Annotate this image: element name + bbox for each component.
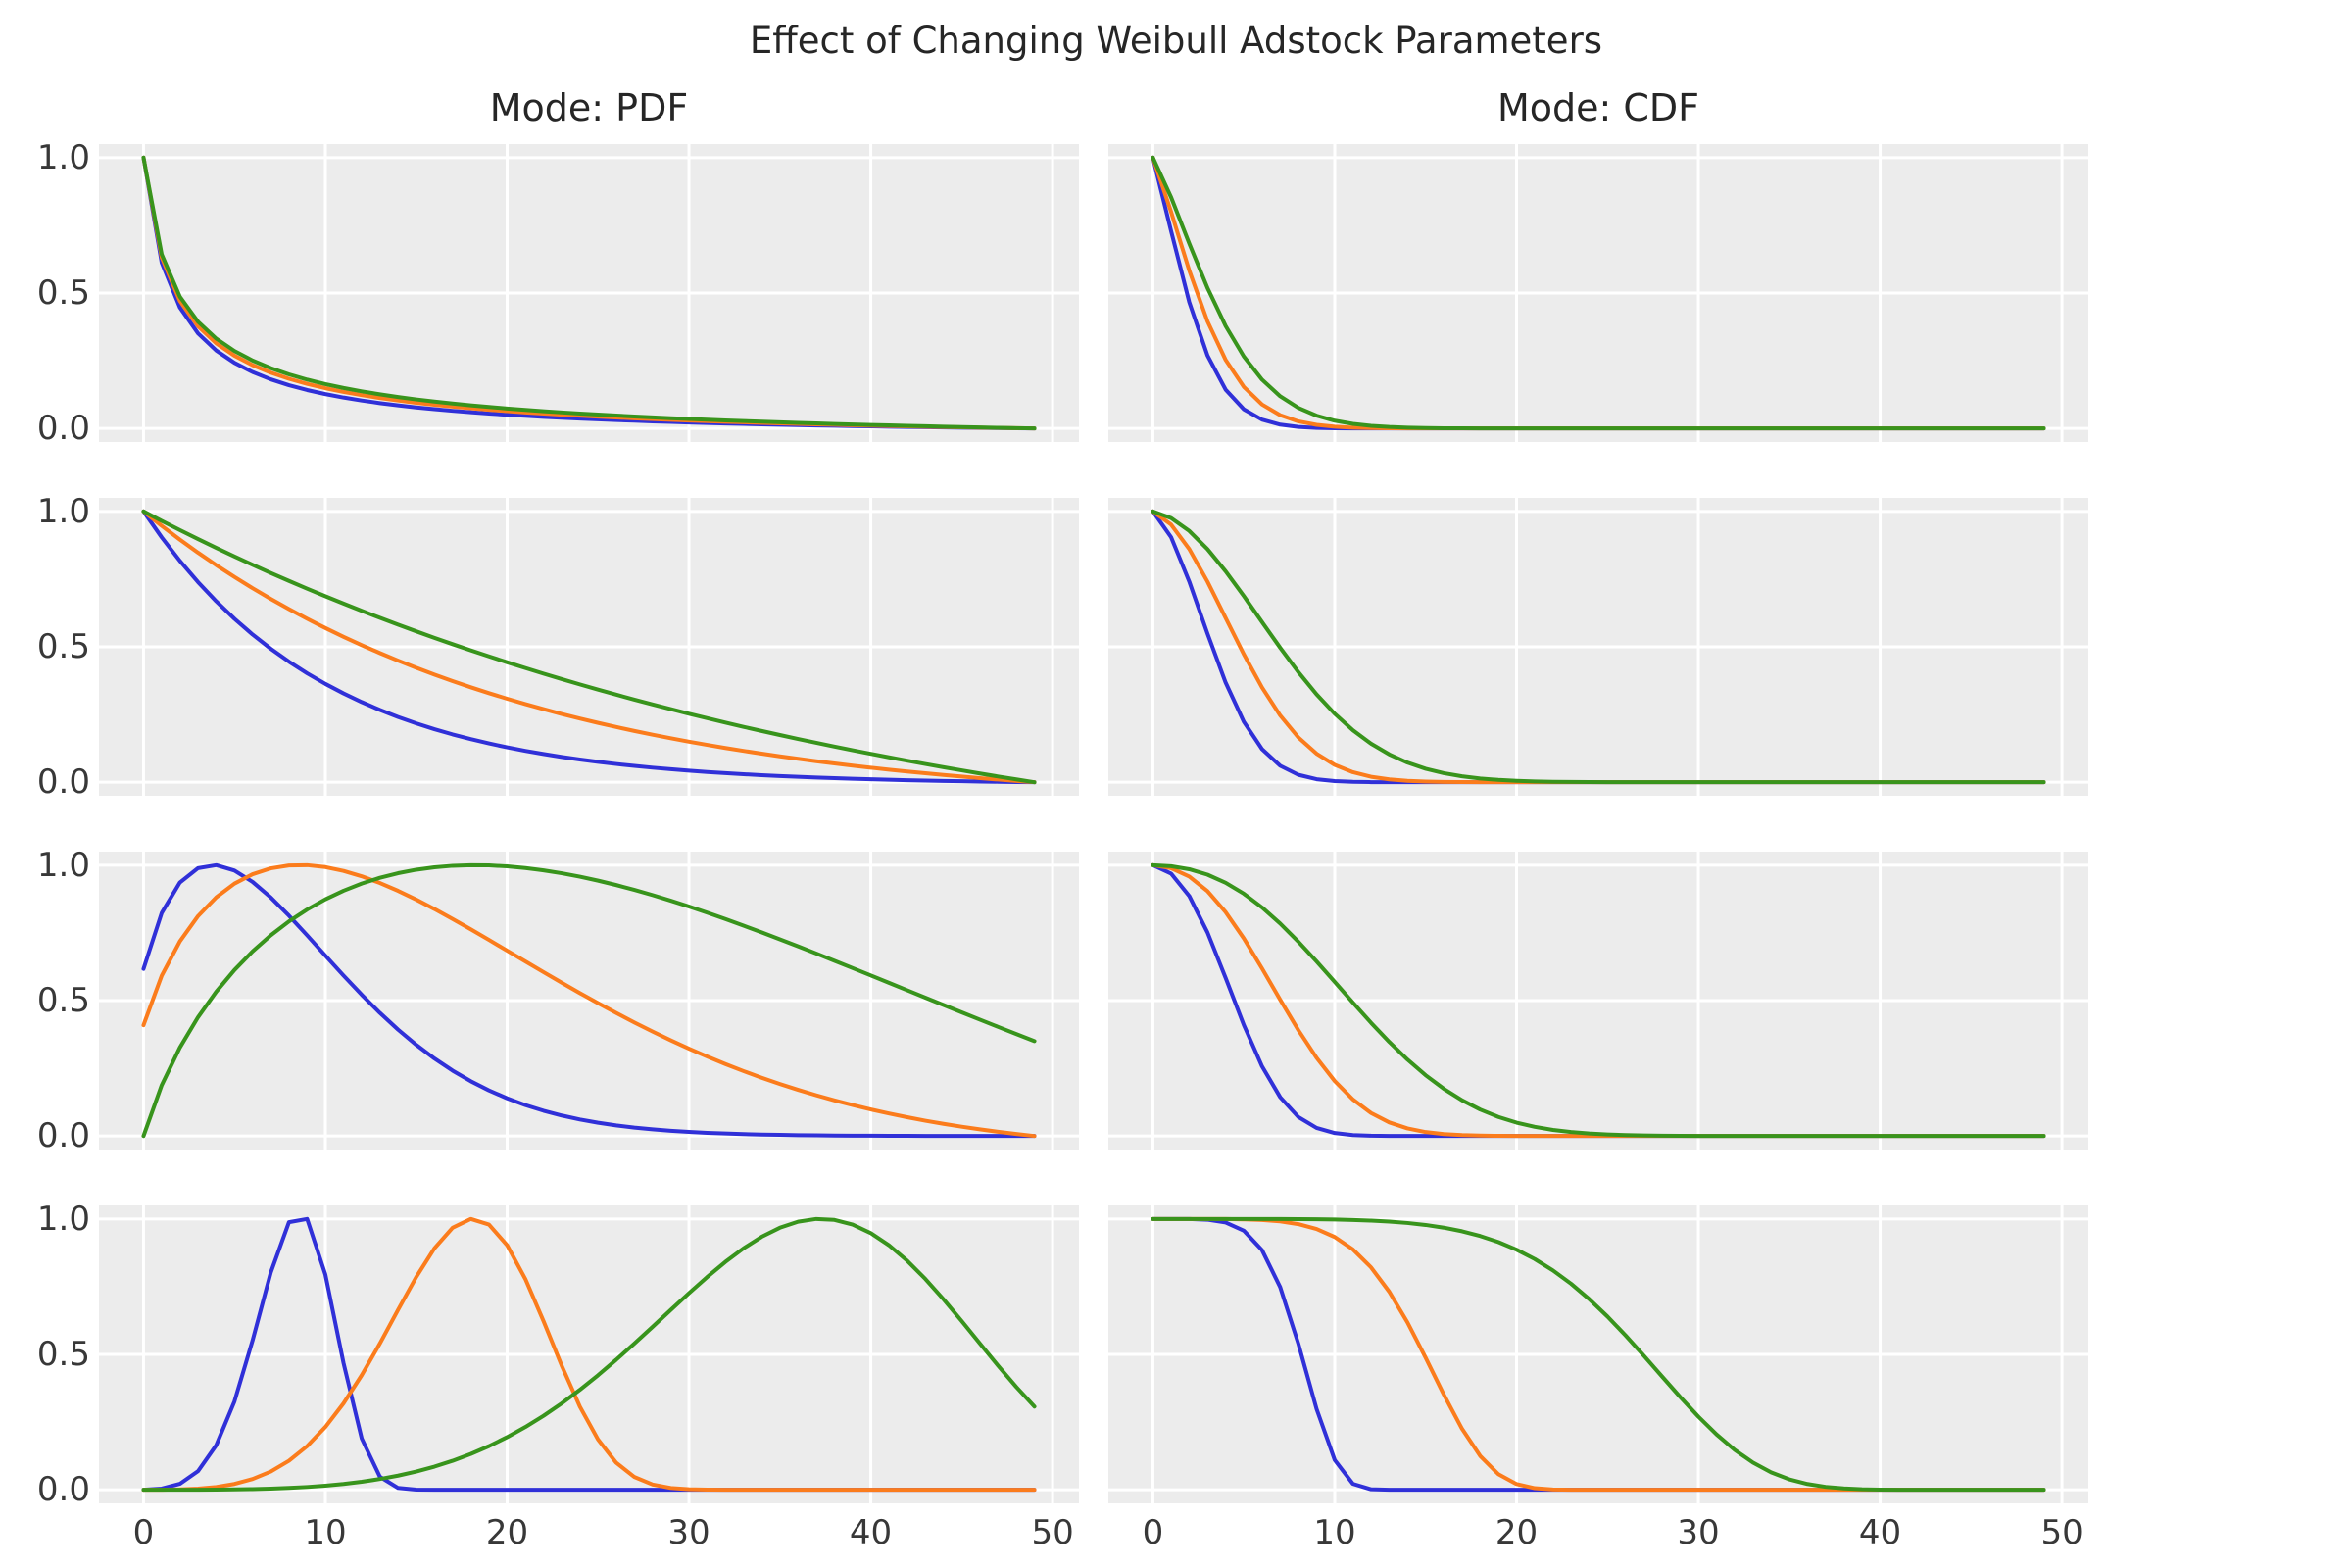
subplot-cdf-shape-0.5 (1108, 144, 2088, 442)
x-tick-label: 20 (1494, 1513, 1539, 1552)
curve-scale-40 (1151, 1216, 2046, 1493)
y-tick-label: 0.5 (36, 981, 90, 1020)
y-tick-label: 1.0 (36, 845, 90, 885)
y-tick-label: 0.5 (36, 1335, 90, 1374)
plot-area (99, 852, 1079, 1150)
y-tick-label: 0.0 (36, 762, 90, 803)
curve-scale-40 (141, 155, 1037, 431)
plot-area (99, 144, 1079, 442)
curve-scale-40 (141, 1216, 1037, 1493)
x-tick-label: 50 (1031, 1513, 1074, 1552)
y-tick-label: 0.5 (36, 627, 90, 666)
plot-area (99, 498, 1079, 796)
curve-scale-40 (141, 509, 1037, 785)
x-tick-label: 30 (1677, 1513, 1720, 1552)
column-title-cdf: Mode: CDF (1496, 86, 1700, 129)
x-tick-label: 40 (1858, 1513, 1902, 1552)
plot-area (1108, 144, 2088, 442)
x-tick-label: 30 (667, 1513, 710, 1552)
x-tick-label: 10 (1313, 1513, 1356, 1552)
y-tick-label: 0.0 (36, 1116, 90, 1156)
subplot-cdf-shape-1.5 (1108, 852, 2088, 1150)
plot-area (1108, 852, 2088, 1150)
y-tick-label: 0.0 (36, 1470, 90, 1510)
y-tick-label: 0.5 (36, 273, 90, 313)
subplot-pdf-shape-1 (99, 498, 1079, 796)
x-tick-label: 10 (304, 1513, 347, 1552)
x-tick-label: 0 (132, 1513, 155, 1552)
y-tick-label: 1.0 (36, 1199, 90, 1239)
curve-scale-10 (141, 509, 1037, 785)
subplot-cdf-shape-1 (1108, 498, 2088, 796)
x-tick-label: 20 (485, 1513, 529, 1552)
curve-scale-40 (1151, 862, 2046, 1139)
curve-scale-40 (1151, 155, 2046, 431)
column-title-pdf: Mode: PDF (489, 86, 689, 129)
curve-scale-40 (141, 862, 1037, 1139)
subplot-cdf-shape-5 (1108, 1205, 2088, 1503)
figure-title: Effect of Changing Weibull Adstock Param… (749, 20, 1603, 62)
curve-scale-20 (141, 862, 1037, 1139)
x-tick-label: 50 (2040, 1513, 2083, 1552)
plot-area (1108, 1205, 2088, 1503)
curve-scale-20 (141, 1216, 1037, 1493)
plot-area (99, 1205, 1079, 1503)
subplot-pdf-shape-0.5 (99, 144, 1079, 442)
subplot-pdf-shape-5 (99, 1205, 1079, 1503)
x-tick-label: 40 (849, 1513, 893, 1552)
plot-area (1108, 498, 2088, 796)
subplot-pdf-shape-1.5 (99, 852, 1079, 1150)
curve-scale-20 (141, 509, 1037, 785)
y-tick-label: 0.0 (36, 409, 90, 449)
y-tick-label: 1.0 (36, 491, 90, 531)
curve-scale-40 (1151, 509, 2046, 785)
x-tick-label: 0 (1142, 1513, 1164, 1552)
y-tick-label: 1.0 (36, 137, 90, 177)
